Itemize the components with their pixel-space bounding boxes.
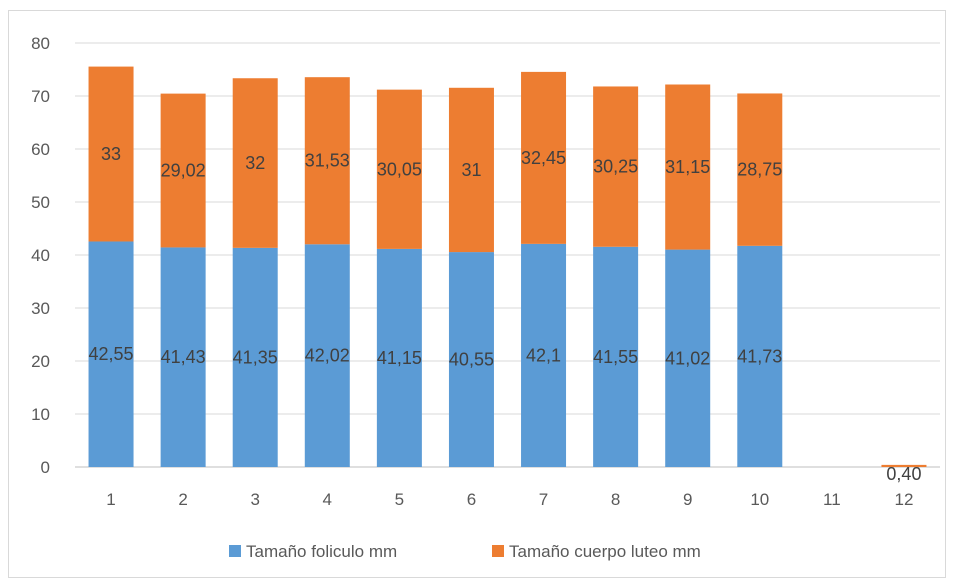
- legend-label: Tamaño foliculo mm: [246, 542, 397, 561]
- y-tick-label: 20: [31, 352, 50, 371]
- x-tick-label: 8: [611, 490, 620, 509]
- bar-segment: [665, 84, 711, 250]
- bar-segment: [88, 66, 134, 242]
- data-label: 41,43: [161, 347, 206, 367]
- data-label: 42,1: [526, 345, 561, 365]
- bar-segment: [232, 247, 278, 467]
- data-label: 31: [461, 160, 481, 180]
- data-label: 41,73: [737, 346, 782, 366]
- bar-segment: [521, 71, 567, 244]
- data-label: 28,75: [737, 160, 782, 180]
- y-tick-label: 60: [31, 140, 50, 159]
- legend-swatch: [492, 545, 504, 557]
- x-tick-label: 10: [750, 490, 769, 509]
- y-tick-label: 30: [31, 299, 50, 318]
- data-label: 41,02: [665, 348, 710, 368]
- legend-swatch: [229, 545, 241, 557]
- x-tick-label: 11: [823, 490, 841, 509]
- x-tick-label: 9: [683, 490, 692, 509]
- y-tick-label: 70: [31, 87, 50, 106]
- bar-segment: [521, 243, 567, 467]
- data-label: 31,53: [305, 151, 350, 171]
- data-label: 32,45: [521, 148, 566, 168]
- data-label: 42,55: [89, 344, 134, 364]
- data-label: 41,55: [593, 347, 638, 367]
- bar-segment: [593, 86, 639, 247]
- data-label: 30,05: [377, 159, 422, 179]
- bar-segment: [232, 78, 278, 248]
- bar-segment: [665, 249, 711, 467]
- x-tick-label: 5: [395, 490, 404, 509]
- legend-label: Tamaño cuerpo luteo mm: [509, 542, 701, 561]
- bar-segment: [593, 246, 639, 467]
- y-tick-label: 80: [31, 34, 50, 53]
- x-tick-label: 2: [178, 490, 187, 509]
- data-label: 40,55: [449, 350, 494, 370]
- data-label: 33: [101, 144, 121, 164]
- data-label: 0,40: [886, 464, 921, 484]
- x-tick-label: 4: [323, 490, 332, 509]
- x-tick-label: 12: [894, 490, 913, 509]
- bar-segment: [88, 241, 134, 467]
- bar-segment: [160, 93, 206, 248]
- bar-segment: [448, 87, 494, 253]
- bar-segment: [881, 464, 927, 467]
- y-tick-label: 40: [31, 246, 50, 265]
- data-label: 42,02: [305, 346, 350, 366]
- data-label: 30,25: [593, 157, 638, 177]
- x-tick-label: 6: [467, 490, 476, 509]
- bar-segment: [376, 248, 422, 467]
- data-label: 32: [245, 153, 265, 173]
- y-tick-label: 50: [31, 193, 50, 212]
- bar-segment: [376, 89, 422, 249]
- x-tick-label: 1: [106, 490, 115, 509]
- data-label: 41,15: [377, 348, 422, 368]
- bar-segment: [160, 247, 206, 467]
- x-tick-label: 3: [250, 490, 259, 509]
- bar-segment: [448, 252, 494, 467]
- y-tick-label: 10: [31, 405, 50, 424]
- bar-segment: [737, 245, 783, 467]
- data-label: 31,15: [665, 157, 710, 177]
- y-tick-label: 0: [41, 458, 50, 477]
- data-label: 29,02: [161, 161, 206, 181]
- data-label: 41,35: [233, 347, 278, 367]
- x-tick-label: 7: [539, 490, 548, 509]
- bar-segment: [737, 93, 783, 246]
- bar-segment: [304, 244, 350, 467]
- bar-segment: [304, 77, 350, 245]
